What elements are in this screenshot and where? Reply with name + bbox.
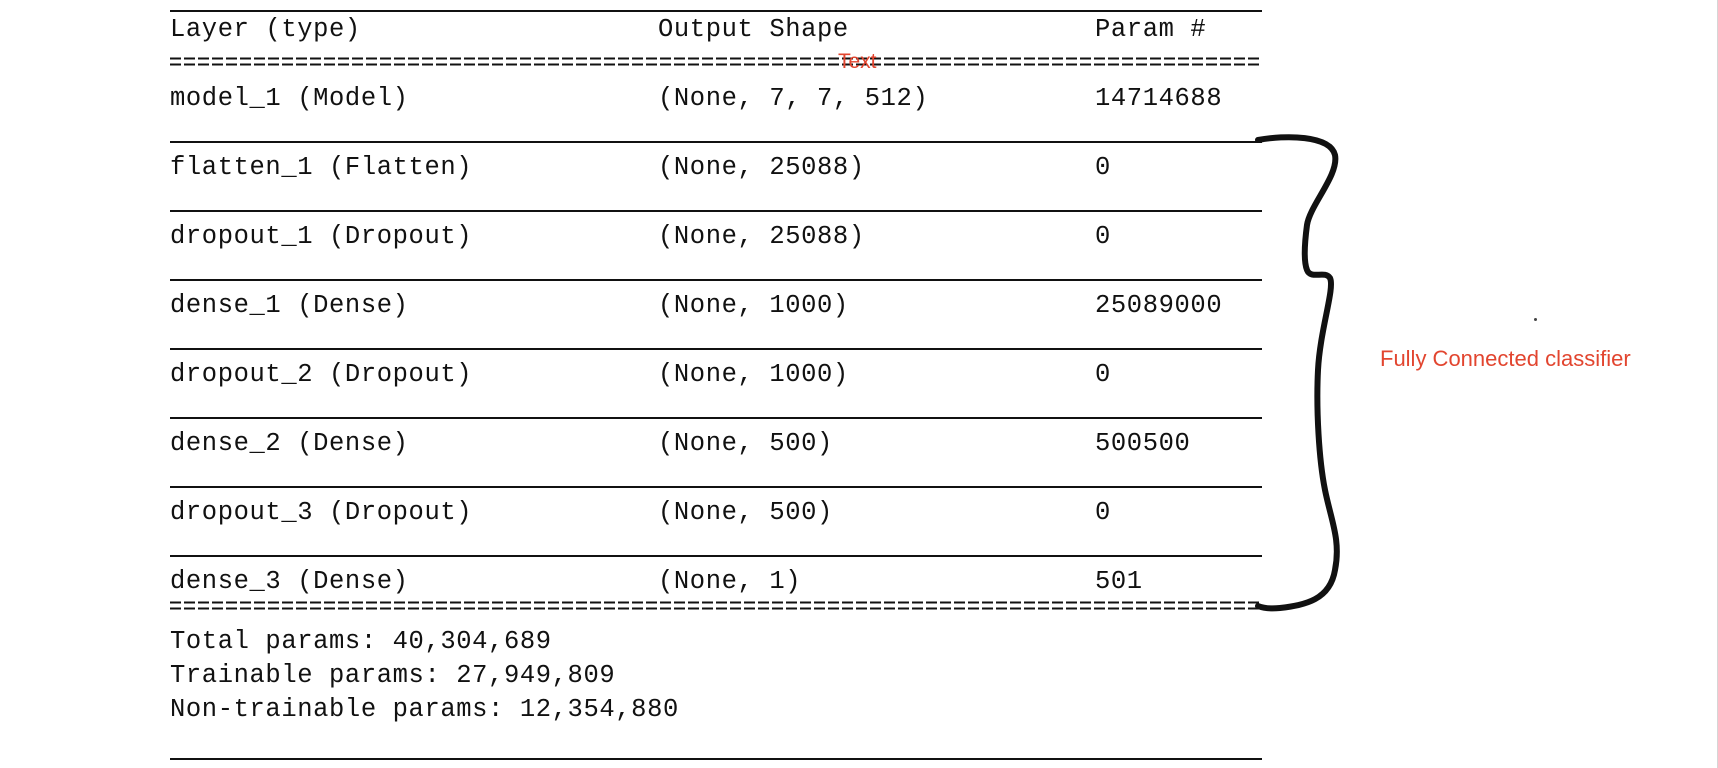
row-param-count: 500500	[1095, 429, 1191, 458]
row-output-shape: (None, 7, 7, 512)	[658, 84, 929, 113]
row-separator	[170, 348, 1262, 350]
row-output-shape: (None, 25088)	[658, 222, 865, 251]
row-output-shape: (None, 1000)	[658, 360, 849, 389]
stray-dot	[1534, 318, 1537, 321]
header-param-count: Param #	[1095, 15, 1207, 44]
row-layer-name: model_1 (Model)	[170, 84, 409, 113]
row-output-shape: (None, 500)	[658, 429, 833, 458]
overlay-text-label: Text	[838, 50, 877, 73]
row-layer-name: dropout_1 (Dropout)	[170, 222, 473, 251]
row-separator	[170, 141, 1262, 143]
total-params: Total params: 40,304,689	[170, 627, 552, 656]
non-trainable-params: Non-trainable params: 12,354,880	[170, 695, 679, 724]
row-output-shape: (None, 500)	[658, 498, 833, 527]
row-layer-name: dense_2 (Dense)	[170, 429, 409, 458]
row-param-count: 0	[1095, 153, 1111, 182]
row-param-count: 25089000	[1095, 291, 1223, 320]
curly-brace-icon	[1255, 134, 1340, 612]
row-param-count: 0	[1095, 360, 1111, 389]
header-double-rule	[170, 57, 1262, 66]
row-param-count: 501	[1095, 567, 1143, 596]
row-separator	[170, 210, 1262, 212]
row-separator	[170, 417, 1262, 419]
trainable-params: Trainable params: 27,949,809	[170, 661, 616, 690]
bottom-rule	[170, 758, 1262, 760]
row-separator	[170, 279, 1262, 281]
row-layer-name: dense_1 (Dense)	[170, 291, 409, 320]
top-rule	[170, 10, 1262, 12]
row-separator	[170, 486, 1262, 488]
row-output-shape: (None, 1)	[658, 567, 802, 596]
row-output-shape: (None, 25088)	[658, 153, 865, 182]
row-param-count: 14714688	[1095, 84, 1223, 113]
row-separator	[170, 555, 1262, 557]
row-layer-name: dense_3 (Dense)	[170, 567, 409, 596]
row-layer-name: dropout_2 (Dropout)	[170, 360, 473, 389]
row-param-count: 0	[1095, 498, 1111, 527]
row-output-shape: (None, 1000)	[658, 291, 849, 320]
footer-double-rule	[170, 601, 1262, 610]
fully-connected-label: Fully Connected classifier	[1380, 346, 1631, 371]
header-output-shape: Output Shape	[658, 15, 849, 44]
row-layer-name: dropout_3 (Dropout)	[170, 498, 473, 527]
header-layer-type: Layer (type)	[170, 15, 361, 44]
row-param-count: 0	[1095, 222, 1111, 251]
row-layer-name: flatten_1 (Flatten)	[170, 153, 473, 182]
